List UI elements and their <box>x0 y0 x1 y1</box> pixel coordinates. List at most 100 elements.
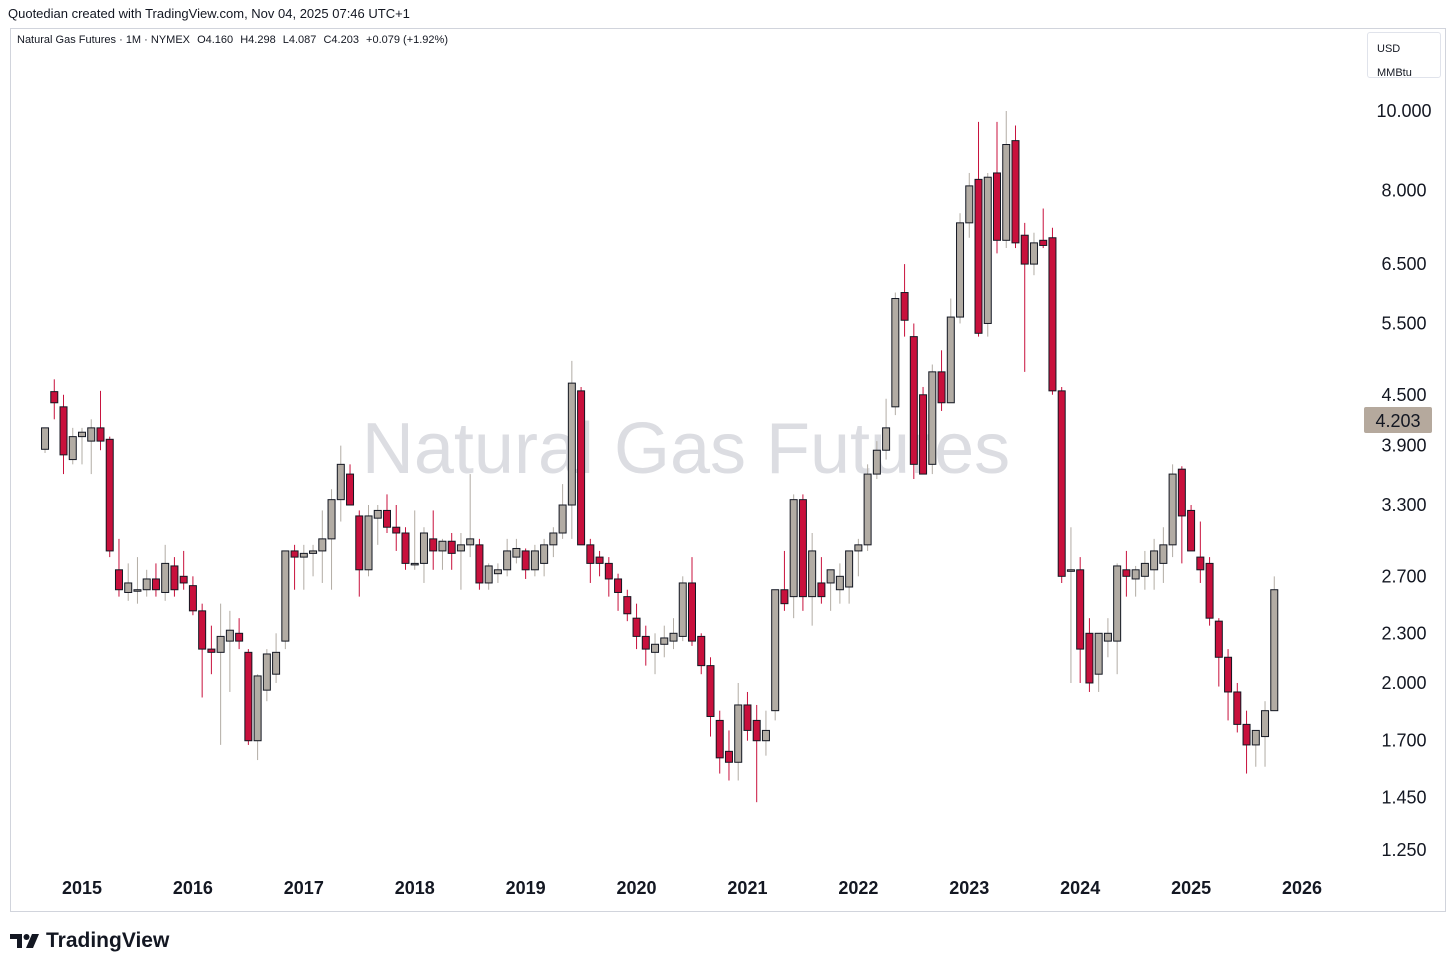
candle <box>346 464 355 506</box>
candle-body-down <box>724 750 733 763</box>
candle-body-down <box>151 578 160 591</box>
candle-body-up <box>540 544 549 564</box>
candle-body-up <box>493 569 502 575</box>
chart-frame[interactable] <box>10 28 1446 912</box>
candle-body-down <box>909 336 918 465</box>
candle-body-down <box>179 575 188 584</box>
tradingview-logo[interactable]: TradingView <box>10 929 169 953</box>
candle-body-down <box>1085 632 1094 684</box>
candle <box>447 532 456 570</box>
candle-body-up <box>438 540 447 552</box>
candle-body-down <box>114 569 123 591</box>
candle-body-up <box>854 544 863 552</box>
candle <box>817 557 826 604</box>
candle-body-up <box>161 562 170 593</box>
candle-body-up <box>419 532 428 564</box>
currency-unit-selector[interactable]: USD MMBtu <box>1367 32 1441 79</box>
price-tick-label: 1.250 <box>1381 840 1426 860</box>
candle-body-up <box>318 538 327 552</box>
candle-body-up <box>327 499 336 540</box>
time-axis[interactable]: 2015 2016 2017 2018 2019 2020 2021 2022 2023 2024… <box>62 878 1322 898</box>
candle <box>983 172 992 337</box>
candle-body-down <box>447 540 456 554</box>
year-tick-label: 2019 <box>506 878 546 898</box>
candle <box>919 386 928 475</box>
candle-body-up <box>281 550 290 642</box>
candle <box>1048 227 1057 395</box>
candle-body-up <box>78 431 86 438</box>
candle <box>484 563 493 590</box>
candle <box>697 633 706 675</box>
candle-body-up <box>660 637 669 645</box>
candle <box>105 436 114 558</box>
candle-body-up <box>558 504 567 534</box>
candle <box>1233 682 1242 733</box>
candle-body-down <box>586 544 595 564</box>
candle <box>780 550 789 611</box>
candle <box>946 298 955 404</box>
candle <box>466 474 475 558</box>
candle-body-down <box>614 578 623 593</box>
candle <box>1242 710 1251 774</box>
price-tick-label: 4.500 <box>1381 385 1426 405</box>
candle <box>336 445 345 522</box>
candle <box>299 544 308 590</box>
candle <box>1057 386 1066 583</box>
candle <box>124 563 133 601</box>
candle <box>133 557 142 604</box>
candle <box>179 550 188 590</box>
candle <box>586 538 595 583</box>
candle-body-down <box>1011 140 1020 244</box>
candle <box>521 548 530 579</box>
price-axis[interactable]: 10.000 8.000 6.500 5.500 4.500 3.900 3.300 2.70… <box>1376 101 1431 860</box>
candle <box>96 390 105 451</box>
candle-body-down <box>1224 656 1233 693</box>
candle <box>623 589 632 622</box>
candle-body-down <box>170 565 179 591</box>
last-price-value: 4.203 <box>1375 411 1420 431</box>
candle <box>1085 618 1094 692</box>
price-tick-label: 3.300 <box>1381 495 1426 515</box>
year-tick-label: 2023 <box>949 878 989 898</box>
candle <box>373 505 382 545</box>
candle-body-down <box>1242 723 1251 746</box>
candle <box>724 730 733 781</box>
candle-body-down <box>752 719 761 742</box>
candle <box>59 394 68 475</box>
candle <box>188 576 197 616</box>
candle-body-up <box>410 562 419 566</box>
candle-body-up <box>1113 565 1122 642</box>
candle-body-up <box>1140 562 1149 577</box>
candle <box>355 510 364 597</box>
candle <box>1066 527 1075 683</box>
candle <box>771 589 780 721</box>
candle-body-down <box>1205 562 1214 619</box>
price-tick-label: 3.900 <box>1381 436 1426 456</box>
candle <box>900 264 909 337</box>
candle-body-down <box>521 550 530 571</box>
candle-body-up <box>965 185 974 224</box>
candle-body-down <box>604 562 613 580</box>
candle <box>530 544 539 577</box>
legend-low: L4.087 <box>282 34 317 46</box>
candle <box>419 527 428 583</box>
candle <box>891 292 900 416</box>
candle <box>207 625 216 675</box>
candle-body-up <box>503 550 512 571</box>
candle-body-up <box>142 578 151 591</box>
candle-body-down <box>780 589 789 605</box>
candle-body-down <box>401 532 410 564</box>
candle <box>632 603 641 650</box>
candle-body-up <box>1029 242 1038 265</box>
brand-name: TradingView <box>46 929 170 952</box>
candle-body-up <box>872 449 881 475</box>
candle-body-down <box>1020 234 1029 265</box>
candle-body-up <box>863 473 872 546</box>
candle <box>68 427 77 465</box>
candle-body-down <box>1214 620 1223 658</box>
candle-body-down <box>50 391 59 404</box>
price-tick-label: 8.000 <box>1381 180 1426 200</box>
candle <box>364 505 373 577</box>
candle <box>383 494 391 533</box>
